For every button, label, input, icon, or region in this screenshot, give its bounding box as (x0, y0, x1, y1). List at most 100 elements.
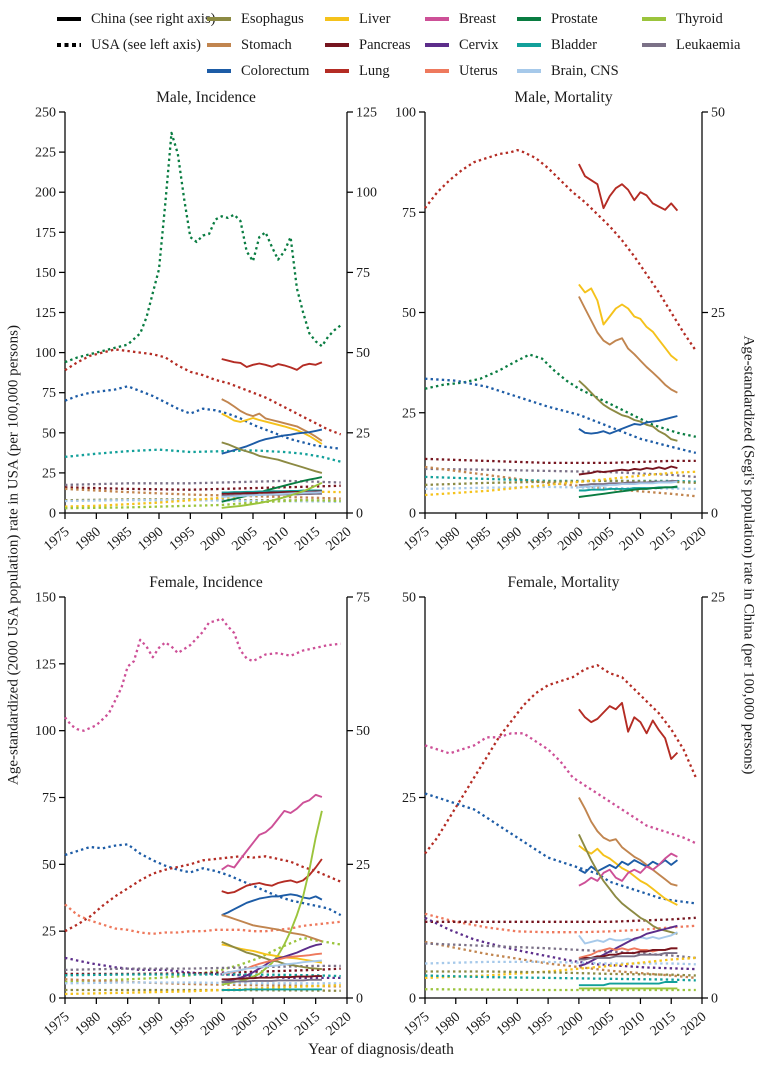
series-china-stomach (578, 797, 678, 887)
legend-swatch-prostate-line-icon (517, 17, 541, 21)
svg-text:75: 75 (42, 791, 56, 806)
svg-text:125: 125 (35, 306, 56, 321)
left-axis: 0 25 50 75 100 125 150 175 200 225 250 (35, 106, 65, 522)
svg-text:150: 150 (35, 591, 56, 606)
series-usa-colorectum (64, 843, 342, 917)
series-usa-prostate (64, 131, 342, 364)
series-usa-cervix (64, 956, 341, 980)
panel-title: Male, Mortality (514, 89, 612, 106)
series-usa-brain-cns (64, 981, 341, 985)
legend-item-prostate: Prostate (517, 6, 619, 32)
series-china-brain-cns (578, 480, 678, 489)
x-axis-label: Year of diagnosis/death (308, 1041, 454, 1058)
svg-text:50: 50 (42, 858, 56, 873)
series-china-pancreas (578, 465, 678, 476)
series-china-thyroid (221, 481, 323, 509)
series-usa-brain-cns (64, 499, 341, 503)
series-usa-esophagus (425, 970, 696, 977)
svg-text:1980: 1980 (432, 525, 463, 554)
legend-column: Prostate Bladder Brain, CNS (517, 6, 619, 84)
legend-swatch-bladder-line-icon (517, 43, 541, 47)
svg-text:2015: 2015 (292, 1010, 323, 1039)
legend-label: Brain, CNS (551, 62, 619, 79)
series-usa-pancreas (425, 916, 696, 923)
right-axis: 0 25 50 (702, 106, 725, 522)
svg-text:2010: 2010 (617, 1010, 648, 1039)
legend-item-lung: Lung (325, 58, 411, 84)
legend-item-esophagus: Esophagus (207, 6, 309, 32)
svg-text:100: 100 (35, 724, 56, 739)
x-axis: 1975 1980 1985 1990 1995 2000 2005 2010 2015 2020 (41, 998, 355, 1039)
svg-text:1995: 1995 (525, 525, 556, 554)
svg-text:50: 50 (402, 591, 416, 606)
series-usa-bladder (424, 475, 696, 483)
svg-text:2005: 2005 (586, 1010, 617, 1039)
legend-column: Thyroid Leukaemia (642, 6, 740, 58)
panel-female-incidence: Female, Incidence 0 25 50 75 100 125 150 0 25 50 75… (0, 560, 375, 1048)
series-usa-brain-cns (424, 960, 696, 966)
left-axis: 0 25 50 (402, 591, 425, 1007)
axes (64, 112, 348, 514)
panel-female-mortality: Female, Mortality 0 25 50 0 25 1975 1980 1985 199… (380, 560, 762, 1048)
svg-text:0: 0 (356, 992, 363, 1007)
svg-text:1975: 1975 (41, 525, 72, 554)
legend-swatch-esophagus-line-icon (207, 17, 231, 21)
series-usa-lung (424, 664, 697, 855)
legend-column: China (see right axis) USA (see left axis… (57, 6, 215, 58)
series-usa-brain-cns (424, 485, 696, 491)
series-china-breast (578, 852, 678, 887)
series-usa-liver (424, 470, 696, 497)
x-axis: 1975 1980 1985 1990 1995 2000 2005 2010 2015 2020 (401, 513, 710, 554)
legend-label: Prostate (551, 10, 598, 27)
legend-item-bladder: Bladder (517, 32, 619, 58)
series-china-stomach (221, 398, 323, 442)
legend-label: Stomach (241, 36, 292, 53)
legend-label: Thyroid (676, 10, 723, 27)
series-usa-thyroid (424, 988, 696, 992)
svg-text:50: 50 (711, 106, 725, 121)
svg-text:1990: 1990 (494, 1010, 525, 1039)
legend-label: USA (see left axis) (91, 36, 201, 53)
legend-swatch-usa-dotted-line-icon (57, 43, 81, 47)
series-usa-lung (64, 348, 342, 436)
svg-text:0: 0 (49, 507, 56, 522)
series-usa-cervix (424, 916, 696, 971)
svg-text:50: 50 (42, 426, 56, 441)
series-china-cervix (578, 924, 678, 967)
legend-column: Esophagus Stomach Colorectum (207, 6, 309, 84)
svg-text:25: 25 (356, 426, 370, 441)
svg-text:75: 75 (356, 266, 370, 281)
legend-label: Liver (359, 10, 391, 27)
legend-item-thyroid: Thyroid (642, 6, 740, 32)
series-lines (424, 664, 697, 992)
legend-label: Lung (359, 62, 390, 79)
series-china-brain-cns (578, 931, 678, 945)
svg-text:2000: 2000 (198, 1010, 229, 1039)
legend-item-stomach: Stomach (207, 32, 309, 58)
svg-text:1975: 1975 (401, 525, 432, 554)
series-usa-prostate (424, 353, 697, 438)
series-usa-liver (64, 490, 341, 508)
series-usa-stomach (64, 487, 341, 500)
series-china-lung (578, 701, 679, 760)
legend-item-leukaemia: Leukaemia (642, 32, 740, 58)
legend-swatch-thyroid-line-icon (642, 17, 666, 21)
series-usa-colorectum (64, 385, 341, 450)
series-china-bladder (221, 988, 322, 991)
legend-item-china: China (see right axis) (57, 6, 215, 32)
svg-text:2020: 2020 (678, 525, 709, 554)
svg-text:2005: 2005 (229, 525, 260, 554)
svg-text:50: 50 (402, 306, 416, 321)
series-china-liver (221, 412, 323, 445)
legend-swatch-brain-cns-line-icon (517, 69, 541, 73)
legend-swatch-lung-line-icon (325, 69, 349, 73)
legend-swatch-china-line-icon (57, 17, 81, 21)
series-usa-esophagus (424, 479, 696, 487)
legend-label: Breast (459, 10, 497, 27)
series-usa-pancreas (424, 457, 696, 465)
panel-title: Female, Mortality (508, 574, 620, 591)
legend-item-cervix: Cervix (425, 32, 498, 58)
legend-column: Breast Cervix Uterus (425, 6, 498, 84)
